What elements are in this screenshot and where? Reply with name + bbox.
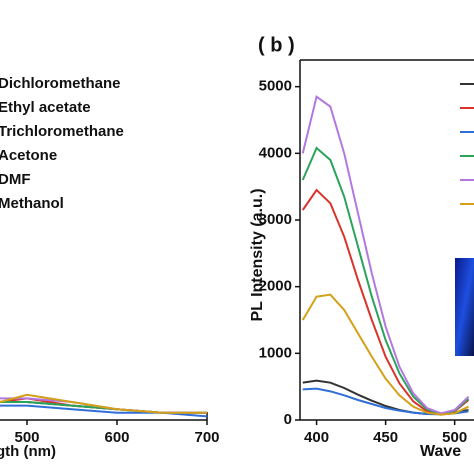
- y-tick-label: 2000: [259, 278, 292, 295]
- x-tick-label: 400: [304, 429, 329, 446]
- legend-label: Acetone: [0, 147, 57, 164]
- series-line: [301, 188, 470, 416]
- panel-label: ( b ): [258, 34, 295, 56]
- x-tick-label: 500: [14, 429, 39, 446]
- series-line: [302, 387, 469, 416]
- inset-photo: [455, 258, 474, 356]
- legend-label: Dichloromethane: [0, 75, 121, 92]
- x-tick-label: 450: [373, 429, 398, 446]
- y-tick-label: 3000: [259, 211, 292, 228]
- y-axis-title: PL Intensity (a.u.): [249, 188, 266, 321]
- y-tick-label: 5000: [259, 78, 292, 95]
- series-line: [301, 293, 469, 416]
- x-tick-label: 500: [442, 429, 467, 446]
- legend-label: Methanol: [0, 195, 64, 212]
- x-tick-label: 600: [104, 429, 129, 446]
- series-line: [301, 94, 470, 415]
- y-tick-label: 0: [284, 411, 292, 428]
- legend-label: DMF: [0, 171, 31, 188]
- series-line: [0, 393, 207, 414]
- legend-label: Ethyl acetate: [0, 99, 91, 116]
- series-line: [301, 146, 470, 416]
- x-axis-title: gth (nm): [0, 443, 56, 460]
- legend-label: Trichloromethane: [0, 123, 124, 140]
- y-tick-label: 1000: [259, 344, 292, 361]
- x-axis-title: Wave: [420, 443, 461, 460]
- x-tick-label: 700: [194, 429, 219, 446]
- y-tick-label: 4000: [259, 144, 292, 161]
